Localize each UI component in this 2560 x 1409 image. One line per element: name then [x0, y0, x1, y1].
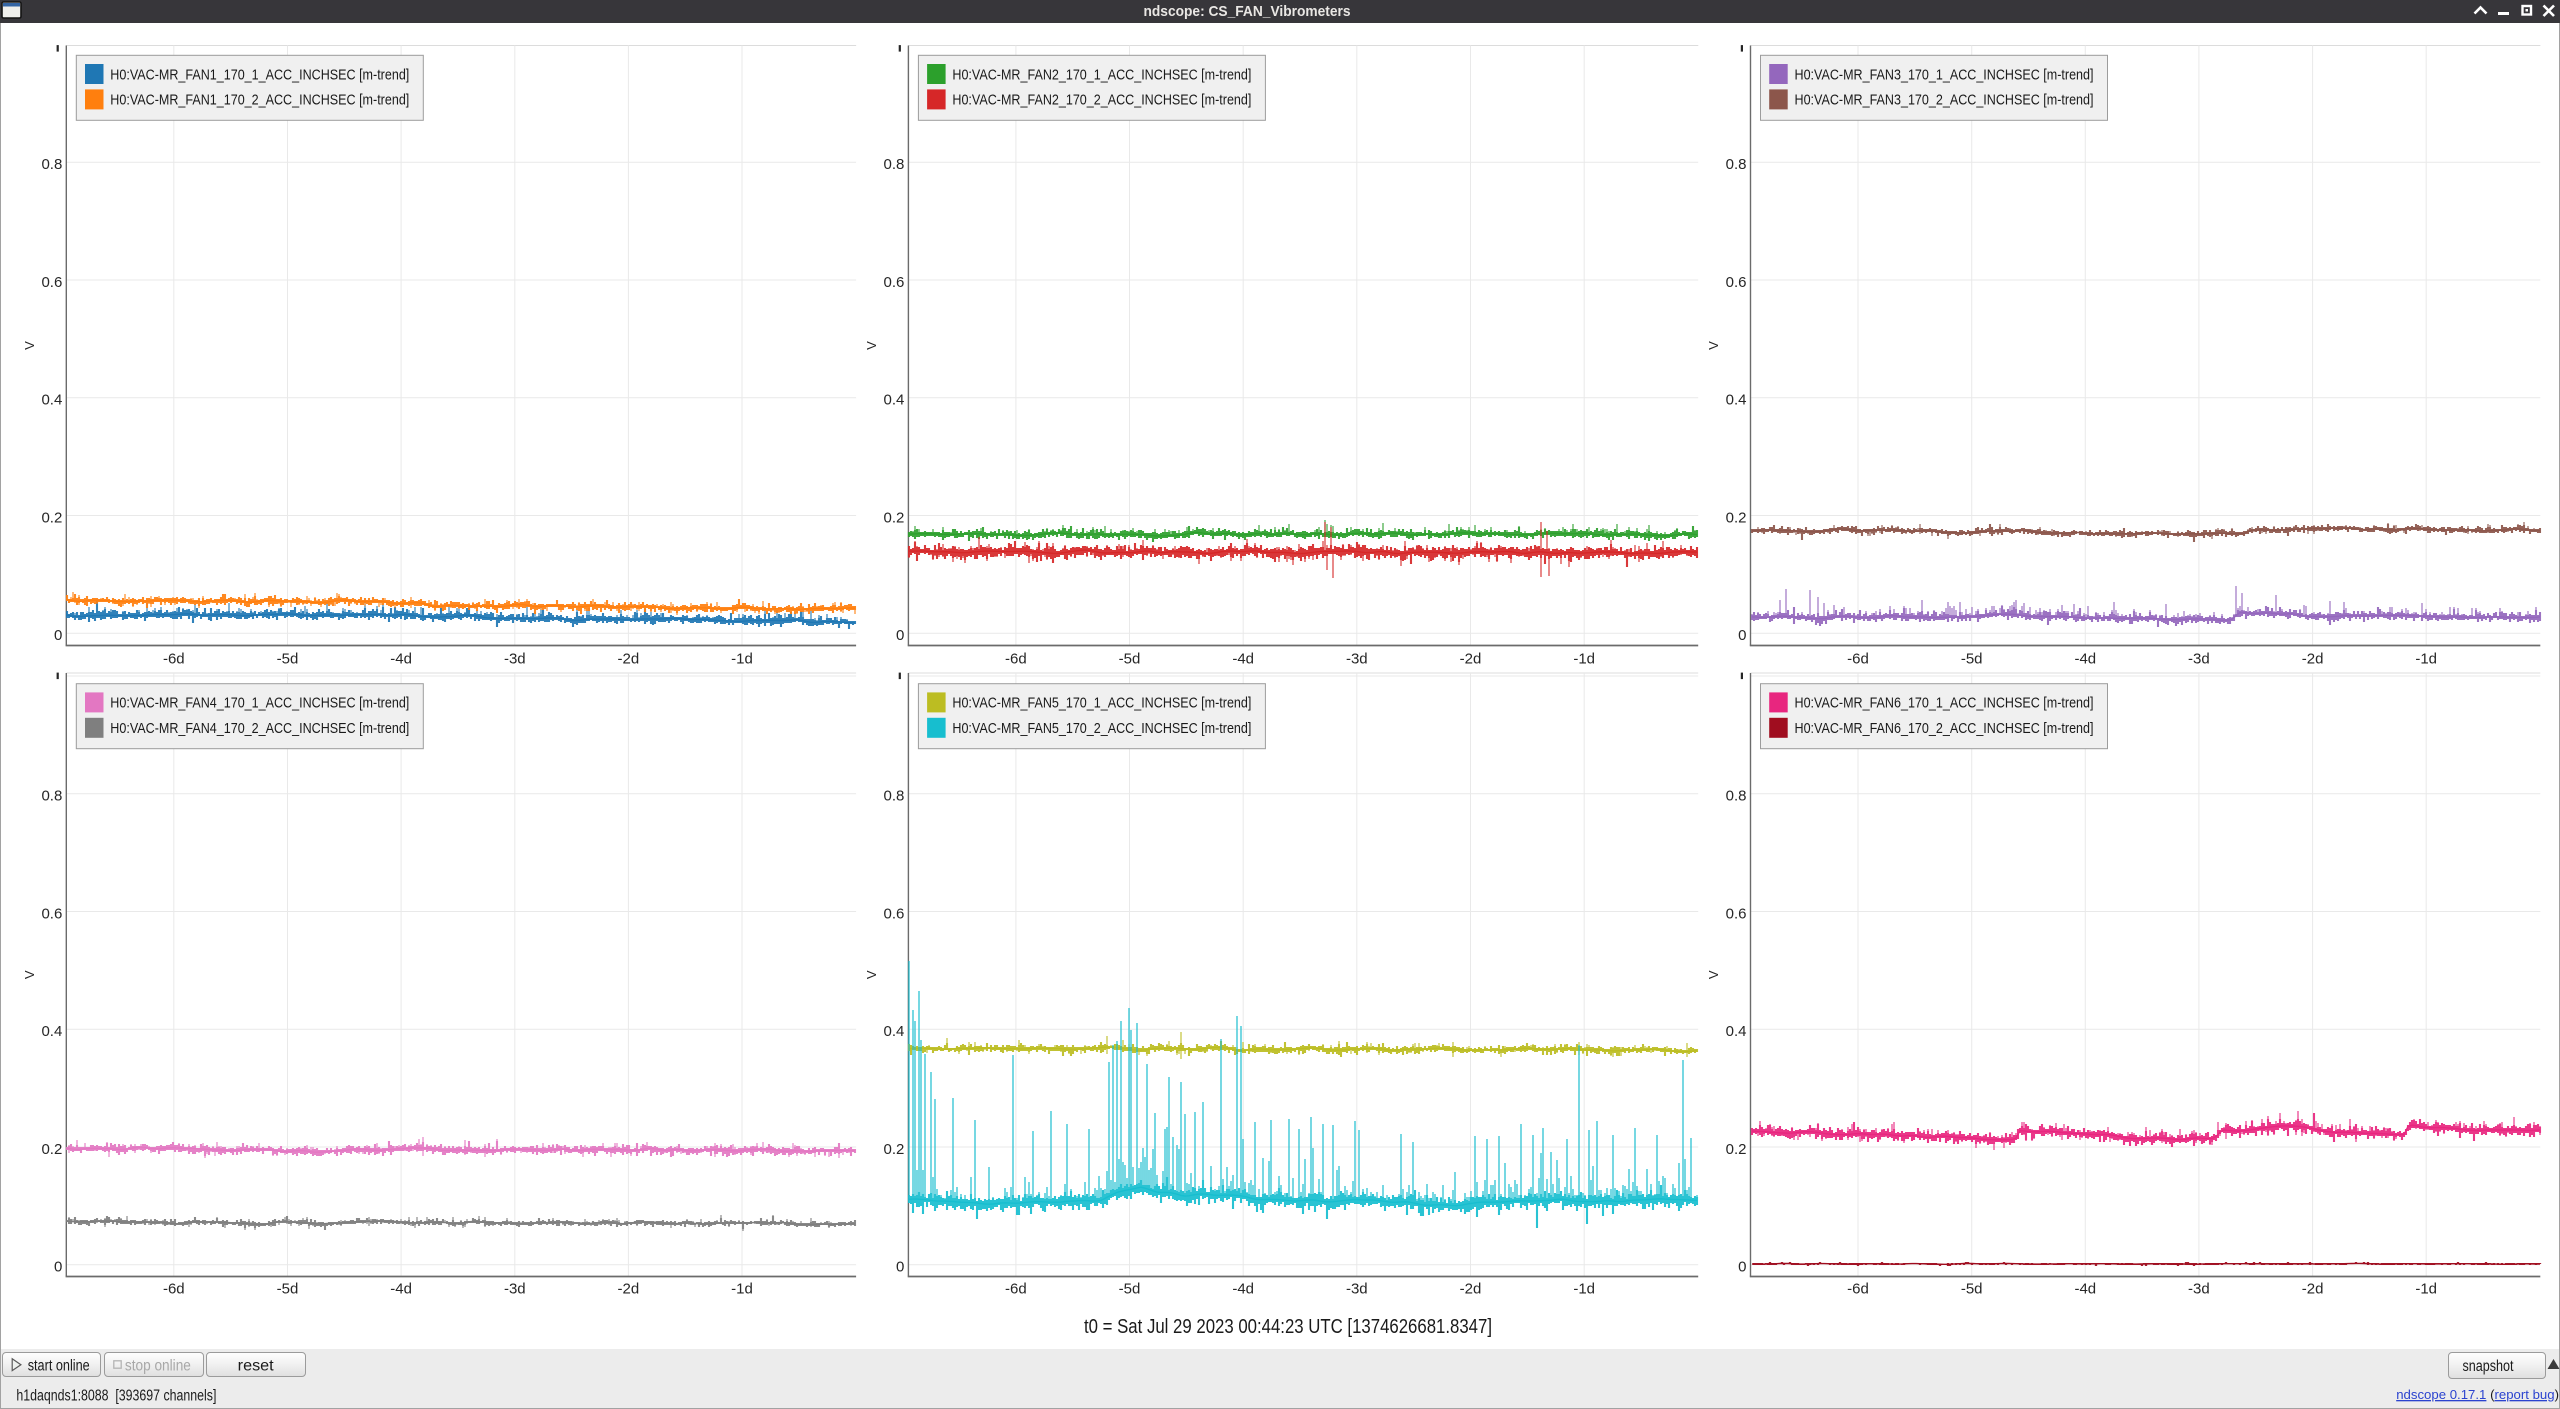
svg-text:-4d: -4d: [390, 1281, 412, 1298]
svg-text:-5d: -5d: [1119, 651, 1141, 668]
svg-text:h1daqnds1:8088 [393697 channe: h1daqnds1:8088 [393697 channels]: [16, 1388, 216, 1405]
svg-text:-5d: -5d: [1961, 651, 1983, 668]
svg-text:0.6: 0.6: [884, 274, 905, 291]
svg-text:reset: reset: [238, 1357, 275, 1374]
svg-text:0.4: 0.4: [41, 392, 62, 409]
svg-text:0.8: 0.8: [1726, 156, 1747, 173]
svg-text:-5d: -5d: [277, 1281, 299, 1298]
svg-text:-2d: -2d: [1460, 1281, 1482, 1298]
svg-text:V: V: [1706, 341, 1721, 350]
svg-text:-6d: -6d: [163, 651, 185, 668]
svg-text:H0:VAC-MR_FAN1_170_1_ACC_INCHS: H0:VAC-MR_FAN1_170_1_ACC_INCHSEC [m-tren…: [110, 66, 409, 83]
svg-text:0: 0: [896, 627, 904, 644]
svg-text:-3d: -3d: [1346, 651, 1368, 668]
svg-text:-4d: -4d: [2074, 1281, 2096, 1298]
svg-text:0.2: 0.2: [884, 509, 905, 526]
svg-text:H0:VAC-MR_FAN6_170_1_ACC_INCHS: H0:VAC-MR_FAN6_170_1_ACC_INCHSEC [m-tren…: [1795, 695, 2094, 712]
svg-text:-1d: -1d: [2415, 1281, 2437, 1298]
svg-text:H0:VAC-MR_FAN6_170_2_ACC_INCHS: H0:VAC-MR_FAN6_170_2_ACC_INCHSEC [m-tren…: [1795, 720, 2094, 737]
svg-text:-6d: -6d: [163, 1281, 185, 1298]
svg-text:-3d: -3d: [2188, 651, 2210, 668]
svg-text:0.2: 0.2: [1726, 1141, 1747, 1158]
svg-text:0.2: 0.2: [41, 509, 62, 526]
svg-text:0.4: 0.4: [884, 392, 905, 409]
svg-text:-2d: -2d: [618, 1281, 640, 1298]
svg-text:0.6: 0.6: [1726, 274, 1747, 291]
svg-text:0.6: 0.6: [41, 905, 62, 922]
svg-text:V: V: [864, 970, 879, 979]
svg-text:H0:VAC-MR_FAN2_170_2_ACC_INCHS: H0:VAC-MR_FAN2_170_2_ACC_INCHSEC [m-tren…: [952, 92, 1251, 109]
svg-text:-5d: -5d: [277, 651, 299, 668]
svg-text:snapshot: snapshot: [2463, 1358, 2515, 1375]
svg-text:0.4: 0.4: [1726, 1023, 1747, 1040]
svg-text:start online: start online: [28, 1357, 90, 1374]
svg-text:H0:VAC-MR_FAN4_170_2_ACC_INCHS: H0:VAC-MR_FAN4_170_2_ACC_INCHSEC [m-tren…: [110, 720, 409, 737]
svg-text:-3d: -3d: [1346, 1281, 1368, 1298]
svg-text:-4d: -4d: [390, 651, 412, 668]
svg-text:-6d: -6d: [1847, 651, 1869, 668]
svg-text:-4d: -4d: [1232, 1281, 1254, 1298]
svg-text:-6d: -6d: [1005, 1281, 1027, 1298]
svg-text:0.2: 0.2: [884, 1141, 905, 1158]
svg-text:V: V: [22, 970, 37, 979]
svg-text:-3d: -3d: [2188, 1281, 2210, 1298]
svg-text:0: 0: [54, 627, 62, 644]
svg-text:0.4: 0.4: [41, 1023, 62, 1040]
svg-text:0.6: 0.6: [1726, 905, 1747, 922]
svg-text:V: V: [1706, 970, 1721, 979]
svg-text:-1d: -1d: [1573, 651, 1595, 668]
svg-text:-5d: -5d: [1961, 1281, 1983, 1298]
svg-text:-6d: -6d: [1847, 1281, 1869, 1298]
svg-text:-1d: -1d: [731, 1281, 753, 1298]
svg-text:0: 0: [1738, 627, 1746, 644]
svg-text:H0:VAC-MR_FAN5_170_1_ACC_INCHS: H0:VAC-MR_FAN5_170_1_ACC_INCHSEC [m-tren…: [952, 695, 1251, 712]
svg-text:t0 = Sat Jul 29 2023 00:44:23: t0 = Sat Jul 29 2023 00:44:23 UTC [13746…: [1084, 1316, 1492, 1338]
svg-text:-1d: -1d: [2415, 651, 2437, 668]
svg-text:0.2: 0.2: [1726, 509, 1747, 526]
svg-text:0: 0: [54, 1259, 62, 1276]
svg-text:0.8: 0.8: [41, 788, 62, 805]
svg-text:0.4: 0.4: [884, 1023, 905, 1040]
svg-text:-6d: -6d: [1005, 651, 1027, 668]
svg-text:0.8: 0.8: [884, 156, 905, 173]
svg-text:-3d: -3d: [504, 1281, 526, 1298]
svg-text:0.2: 0.2: [41, 1141, 62, 1158]
svg-text:0.8: 0.8: [884, 788, 905, 805]
svg-text:-1d: -1d: [1573, 1281, 1595, 1298]
svg-text:H0:VAC-MR_FAN4_170_1_ACC_INCHS: H0:VAC-MR_FAN4_170_1_ACC_INCHSEC [m-tren…: [110, 695, 409, 712]
svg-text:-1d: -1d: [731, 651, 753, 668]
svg-text:0: 0: [1738, 1259, 1746, 1276]
svg-text:H0:VAC-MR_FAN3_170_2_ACC_INCHS: H0:VAC-MR_FAN3_170_2_ACC_INCHSEC [m-tren…: [1795, 92, 2094, 109]
svg-text:-3d: -3d: [504, 651, 526, 668]
svg-text:H0:VAC-MR_FAN2_170_1_ACC_INCHS: H0:VAC-MR_FAN2_170_1_ACC_INCHSEC [m-tren…: [952, 66, 1251, 83]
svg-text:-2d: -2d: [2302, 1281, 2324, 1298]
svg-text:-2d: -2d: [618, 651, 640, 668]
svg-text:-5d: -5d: [1119, 1281, 1141, 1298]
svg-text:V: V: [22, 341, 37, 350]
svg-text:H0:VAC-MR_FAN3_170_1_ACC_INCHS: H0:VAC-MR_FAN3_170_1_ACC_INCHSEC [m-tren…: [1795, 66, 2094, 83]
svg-text:-4d: -4d: [1232, 651, 1254, 668]
svg-text:stop online: stop online: [125, 1357, 191, 1374]
svg-text:0.8: 0.8: [41, 156, 62, 173]
svg-text:0.6: 0.6: [884, 905, 905, 922]
svg-text:-2d: -2d: [1460, 651, 1482, 668]
svg-text:-4d: -4d: [2074, 651, 2096, 668]
svg-text:H0:VAC-MR_FAN1_170_2_ACC_INCHS: H0:VAC-MR_FAN1_170_2_ACC_INCHSEC [m-tren…: [110, 92, 409, 109]
svg-text:-2d: -2d: [2302, 651, 2324, 668]
svg-text:0.6: 0.6: [41, 274, 62, 291]
svg-text:0.8: 0.8: [1726, 788, 1747, 805]
svg-text:ndscope 0.17.1 (report bug): ndscope 0.17.1 (report bug): [2396, 1387, 2559, 1402]
svg-text:0: 0: [896, 1259, 904, 1276]
svg-text:H0:VAC-MR_FAN5_170_2_ACC_INCHS: H0:VAC-MR_FAN5_170_2_ACC_INCHSEC [m-tren…: [952, 720, 1251, 737]
svg-text:V: V: [864, 341, 879, 350]
svg-text:ndscope: CS_FAN_Vibrometers: ndscope: CS_FAN_Vibrometers: [1144, 3, 1351, 20]
svg-text:0.4: 0.4: [1726, 392, 1747, 409]
